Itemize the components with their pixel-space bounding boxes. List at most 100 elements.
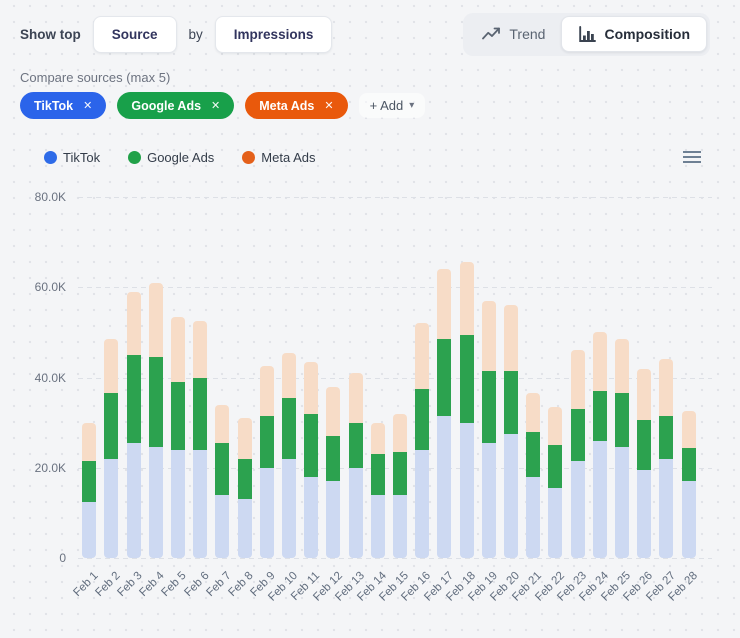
bar-segment-tiktok[interactable] xyxy=(370,494,385,558)
bar-segment-tiktok[interactable] xyxy=(237,499,252,558)
bar-segment-meta-ads[interactable] xyxy=(614,339,629,394)
bar-segment-google-ads[interactable] xyxy=(82,461,97,502)
close-icon[interactable]: ✕ xyxy=(83,100,93,112)
bar-segment-meta-ads[interactable] xyxy=(104,339,119,394)
bar-segment-meta-ads[interactable] xyxy=(126,291,141,355)
bar-column-feb-26[interactable] xyxy=(637,368,652,558)
bar-column-feb-17[interactable] xyxy=(437,269,452,558)
bar-segment-google-ads[interactable] xyxy=(237,458,252,500)
bar-column-feb-28[interactable] xyxy=(681,411,696,558)
bar-column-feb-8[interactable] xyxy=(237,418,252,558)
bar-column-feb-2[interactable] xyxy=(104,339,119,558)
bar-segment-tiktok[interactable] xyxy=(259,467,274,558)
bar-segment-meta-ads[interactable] xyxy=(459,262,474,335)
bar-segment-tiktok[interactable] xyxy=(592,440,607,558)
bar-segment-google-ads[interactable] xyxy=(215,442,230,495)
bar-segment-tiktok[interactable] xyxy=(614,447,629,558)
bar-segment-meta-ads[interactable] xyxy=(681,411,696,448)
bar-segment-google-ads[interactable] xyxy=(437,339,452,416)
bar-segment-tiktok[interactable] xyxy=(126,442,141,558)
bar-segment-meta-ads[interactable] xyxy=(570,350,585,410)
bar-segment-meta-ads[interactable] xyxy=(148,282,163,358)
bar-segment-tiktok[interactable] xyxy=(304,476,319,558)
bar-segment-tiktok[interactable] xyxy=(659,458,674,558)
bar-segment-google-ads[interactable] xyxy=(614,393,629,448)
source-pill[interactable]: Google Ads ✕ xyxy=(117,92,235,119)
close-icon[interactable]: ✕ xyxy=(324,100,334,112)
bar-column-feb-24[interactable] xyxy=(592,332,607,558)
bar-segment-tiktok[interactable] xyxy=(415,449,430,558)
bar-segment-meta-ads[interactable] xyxy=(259,366,274,416)
bar-segment-google-ads[interactable] xyxy=(548,445,563,489)
bar-segment-google-ads[interactable] xyxy=(415,388,430,450)
bar-column-feb-5[interactable] xyxy=(170,316,185,558)
bar-segment-tiktok[interactable] xyxy=(459,422,474,558)
bar-segment-tiktok[interactable] xyxy=(481,442,496,558)
bar-column-feb-14[interactable] xyxy=(370,422,385,558)
bar-segment-google-ads[interactable] xyxy=(170,382,185,450)
bar-segment-google-ads[interactable] xyxy=(259,415,274,468)
bar-segment-tiktok[interactable] xyxy=(526,476,541,558)
bar-segment-tiktok[interactable] xyxy=(281,458,296,558)
bar-segment-google-ads[interactable] xyxy=(481,370,496,443)
bar-segment-tiktok[interactable] xyxy=(215,494,230,558)
add-source-button[interactable]: + Add ▾ xyxy=(358,93,426,118)
bar-column-feb-16[interactable] xyxy=(415,323,430,558)
bar-segment-meta-ads[interactable] xyxy=(326,386,341,437)
bar-segment-meta-ads[interactable] xyxy=(304,361,319,414)
bar-column-feb-3[interactable] xyxy=(126,291,141,558)
bar-segment-google-ads[interactable] xyxy=(592,391,607,441)
bar-segment-meta-ads[interactable] xyxy=(392,413,407,452)
bar-segment-tiktok[interactable] xyxy=(681,481,696,558)
bar-column-feb-10[interactable] xyxy=(281,352,296,558)
bar-segment-meta-ads[interactable] xyxy=(170,316,185,383)
source-pill[interactable]: TikTok ✕ xyxy=(20,92,107,119)
legend-item[interactable]: TikTok xyxy=(44,150,100,165)
bar-column-feb-15[interactable] xyxy=(392,413,407,558)
bar-segment-meta-ads[interactable] xyxy=(370,422,385,455)
bar-segment-meta-ads[interactable] xyxy=(592,332,607,392)
bar-column-feb-27[interactable] xyxy=(659,359,674,558)
bar-segment-google-ads[interactable] xyxy=(459,334,474,423)
bar-segment-tiktok[interactable] xyxy=(148,447,163,558)
bar-segment-tiktok[interactable] xyxy=(326,481,341,558)
bar-segment-meta-ads[interactable] xyxy=(526,393,541,432)
bar-segment-meta-ads[interactable] xyxy=(637,368,652,421)
bar-segment-google-ads[interactable] xyxy=(526,431,541,477)
bar-segment-meta-ads[interactable] xyxy=(237,418,252,459)
bar-segment-meta-ads[interactable] xyxy=(348,373,363,423)
bar-segment-tiktok[interactable] xyxy=(437,415,452,558)
legend-item[interactable]: Google Ads xyxy=(128,150,214,165)
composition-button[interactable]: Composition xyxy=(561,16,707,52)
bar-segment-tiktok[interactable] xyxy=(193,449,208,558)
trend-button[interactable]: Trend xyxy=(466,16,561,52)
bar-segment-tiktok[interactable] xyxy=(548,488,563,558)
source-button[interactable]: Source xyxy=(92,15,177,53)
bar-segment-google-ads[interactable] xyxy=(193,377,208,450)
bar-column-feb-25[interactable] xyxy=(614,339,629,558)
bar-segment-tiktok[interactable] xyxy=(348,467,363,558)
bar-segment-google-ads[interactable] xyxy=(348,422,363,468)
bar-segment-google-ads[interactable] xyxy=(126,354,141,443)
source-pill[interactable]: Meta Ads ✕ xyxy=(245,92,348,119)
chart-menu-button[interactable] xyxy=(680,148,704,167)
bar-column-feb-19[interactable] xyxy=(481,300,496,558)
bar-segment-meta-ads[interactable] xyxy=(481,300,496,371)
bar-segment-tiktok[interactable] xyxy=(570,461,585,558)
bar-column-feb-22[interactable] xyxy=(548,406,563,558)
close-icon[interactable]: ✕ xyxy=(211,100,221,112)
impressions-button[interactable]: Impressions xyxy=(214,15,333,53)
bar-segment-google-ads[interactable] xyxy=(392,451,407,495)
bar-segment-google-ads[interactable] xyxy=(503,370,518,434)
bar-segment-google-ads[interactable] xyxy=(659,415,674,459)
bar-segment-meta-ads[interactable] xyxy=(82,422,97,462)
bar-column-feb-20[interactable] xyxy=(503,305,518,558)
bar-segment-google-ads[interactable] xyxy=(370,454,385,495)
bar-segment-meta-ads[interactable] xyxy=(415,323,430,389)
bar-column-feb-21[interactable] xyxy=(526,393,541,558)
bar-column-feb-11[interactable] xyxy=(304,361,319,558)
bar-segment-google-ads[interactable] xyxy=(637,420,652,470)
bar-segment-tiktok[interactable] xyxy=(637,470,652,558)
bar-segment-meta-ads[interactable] xyxy=(437,269,452,340)
bar-column-feb-1[interactable] xyxy=(82,422,97,558)
